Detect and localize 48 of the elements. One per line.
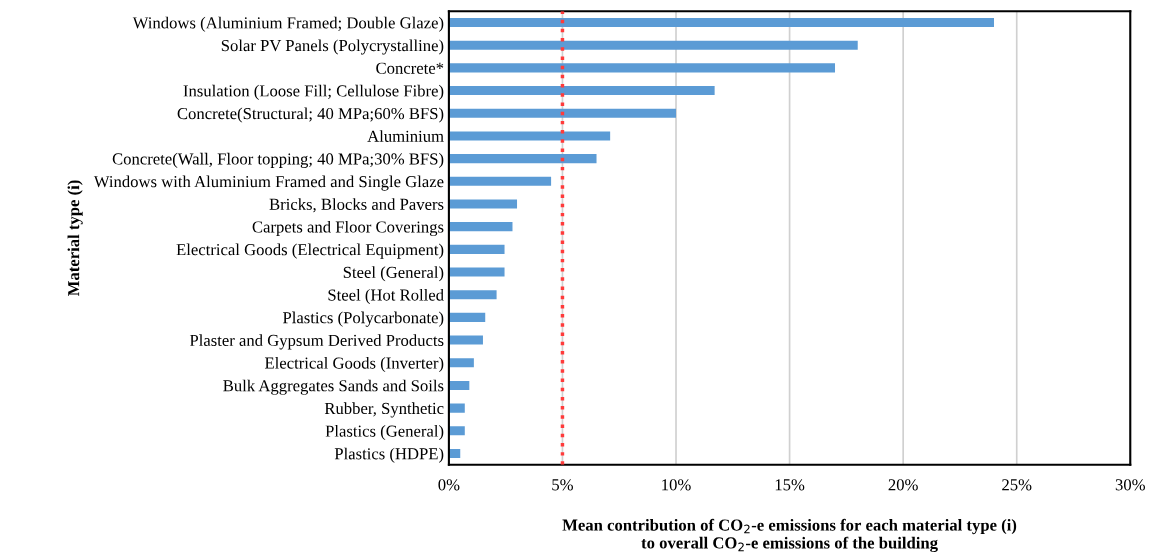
bar [448, 154, 597, 164]
x-tick-label: 20% [888, 479, 918, 491]
y-tick-label: Carpets and Floor Coverings [252, 220, 444, 237]
y-tick-label: Electrical Goods (Electrical Equipment) [176, 243, 444, 259]
y-tick-label: Steel (General) [343, 266, 444, 282]
y-tick-label: Plastics (General) [325, 425, 444, 441]
x-tick-label: 10% [662, 479, 691, 491]
bar [448, 108, 677, 118]
x-tick-label: 15% [775, 479, 805, 491]
y-tick-label: Rubber, Synthetic [324, 402, 444, 418]
y-tick-label: Plaster and Gypsum Derived Products [189, 334, 444, 350]
y-axis-title: Material type (i) [67, 180, 83, 297]
y-tick-label: Concrete(Structural; 40 MPa;60% BFS) [177, 107, 444, 123]
y-tick-label: Plastics (Polycarbonate) [282, 311, 444, 327]
x-tick-label: 5% [552, 479, 573, 491]
bar [448, 40, 858, 50]
y-tick-label: Bricks, Blocks and Pavers [269, 198, 444, 213]
y-tick-label: Bulk Aggregates Sands and Soils [223, 379, 444, 395]
bar [448, 312, 486, 322]
x-tick-label: 25% [1002, 479, 1032, 491]
x-tick-label: 30% [1115, 479, 1145, 491]
y-tick-label: Electrical Goods (Inverter) [264, 356, 444, 373]
y-tick-label: Steel (Hot Rolled [328, 288, 444, 305]
bar [448, 18, 994, 28]
y-tick-label: Concrete(Wall, Floor topping; 40 MPa;30% BFS) [112, 152, 444, 168]
y-tick-label: Solar PV Panels (Polycrystalline) [221, 39, 444, 55]
bar [448, 426, 465, 436]
bar [448, 335, 483, 345]
bar [448, 267, 505, 277]
bar [448, 358, 474, 368]
bar [448, 131, 611, 141]
x-tick-label: 0% [438, 479, 460, 491]
bar [448, 244, 505, 254]
y-tick-label: Plastics (HDPE) [334, 447, 444, 463]
x-axis-title: Mean contribution of CO$_{2}$-e emissions for each material type (i) to overall CO$_{2}$-e emissions of the building [562, 518, 1017, 553]
bar [448, 63, 836, 73]
y-tick-label: Windows with Aluminium Framed and Single Glaze [93, 175, 444, 191]
bar [448, 199, 518, 209]
bar [448, 176, 552, 186]
bar [448, 222, 513, 232]
y-tick-label: Concrete* [376, 62, 444, 74]
bar [448, 86, 715, 96]
y-tick-label: Insulation (Loose Fill; Cellulose Fibre) [183, 84, 444, 100]
y-tick-label: Aluminium [367, 130, 444, 142]
bar [448, 290, 497, 300]
bar [448, 380, 470, 390]
bar [448, 403, 465, 413]
y-tick-label: Windows (Aluminium Framed; Double Glaze) [132, 16, 444, 32]
